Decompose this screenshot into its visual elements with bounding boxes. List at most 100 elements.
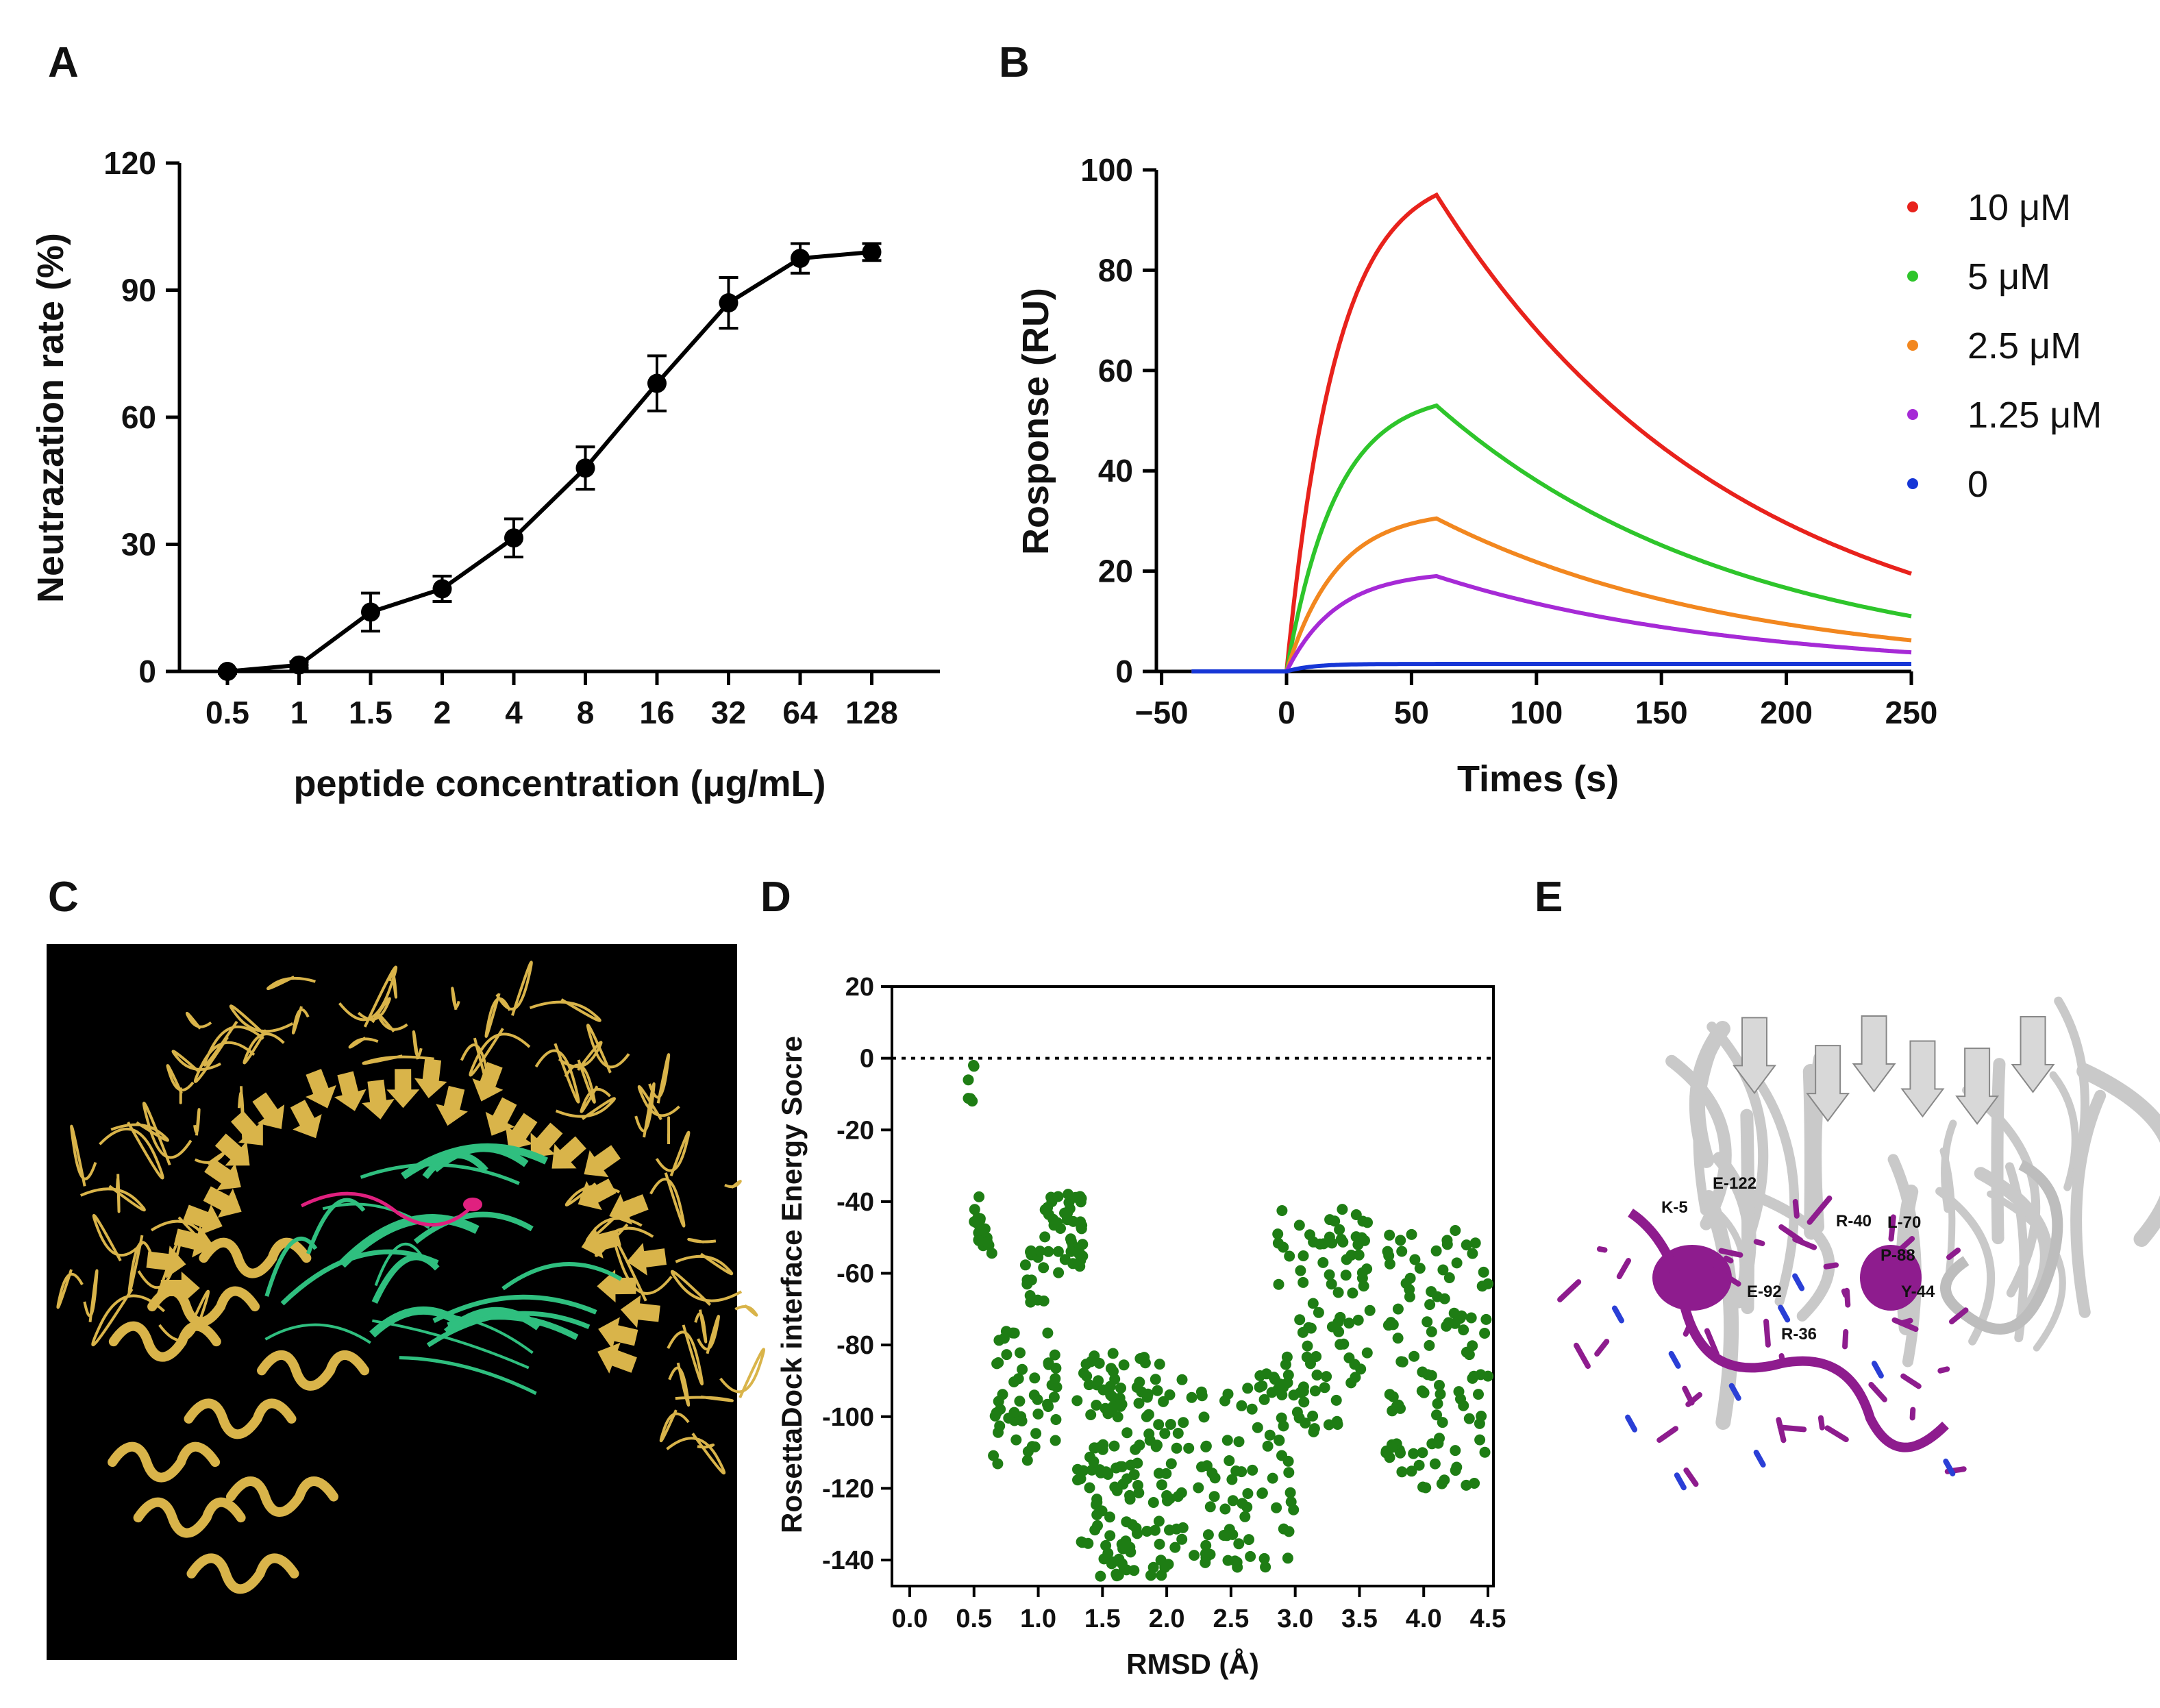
panel-d-data-point [982,1236,993,1248]
gold-ribbon-loop [667,1324,704,1386]
panel-d-data-point [1414,1263,1426,1274]
gold-strand-arrow [609,1193,649,1225]
panel-a-x-tick-label: 1 [290,695,308,730]
gold-ribbon-loop [193,1036,256,1083]
panel-a-x-tick-label: 2 [434,695,451,730]
panel-d-data-point [1406,1228,1417,1240]
gold-ribbon-loop [668,1362,691,1407]
panel-d-data-point [1164,1524,1175,1536]
panel-d-data-point [1341,1254,1352,1265]
panel-d-data-point [1395,1235,1406,1246]
panel-d-data-point [1256,1380,1268,1391]
panel-a-y-label: Neutrazation rate (%) [30,233,71,603]
gray-strand-arrow [1900,1040,1945,1118]
panel-d-data-point [1333,1326,1345,1337]
green-ribbon [501,1262,622,1291]
gold-strand-arrow [626,1243,667,1276]
panel-d-data-point [1134,1353,1146,1364]
residue-label: P-88 [1880,1246,1915,1265]
purple-side-chain [1842,1328,1849,1350]
panel-d-data-point [1136,1386,1147,1398]
panel-d-data-point [1133,1487,1145,1498]
gold-ribbon-loop [203,1020,264,1067]
panel-d-data-point [1200,1539,1212,1551]
panel-d-chart: 20 0 -20 -40 -60 -80 -100 -120 -140 0.0 0.5 1.0 1.5… [775,973,1506,1680]
gold-strand-arrow [505,1113,538,1150]
panel-d-data-point [1029,1441,1041,1452]
panel-d-data-point [963,1093,974,1104]
panel-d-data-point [1300,1418,1311,1429]
panel-d-data-point [1387,1441,1398,1453]
gold-ribbon-loop [687,1237,717,1243]
panel-d-data-point [1319,1382,1330,1394]
gold-helix [199,1237,312,1278]
panel-d-data-point [1107,1348,1119,1359]
panel-d-data-point [1451,1461,1463,1473]
panel-d-data-point [1254,1370,1266,1381]
gray-strand-arrow [1806,1045,1850,1122]
panel-d-data-point [1383,1250,1395,1261]
green-ribbon [399,1356,537,1396]
purple-side-chain [1574,1342,1591,1369]
gold-strand-arrow [436,1085,468,1126]
gray-ribbon [1689,1021,1730,1168]
panel-d-data-point [1434,1433,1445,1444]
panel-d-data-point [1111,1485,1123,1496]
panel-d-data-point [1183,1442,1195,1454]
gold-strand-arrow [160,1271,200,1304]
gold-strand-arrow [183,1204,223,1235]
gold-strand-arrow [485,1097,517,1136]
panel-d-data-point [992,1458,1004,1470]
panel-d-data-point [1474,1434,1486,1446]
panel-d-data-point [1117,1461,1128,1472]
panel-d-data-point [1021,1455,1033,1466]
blue-nitrogen-atom [1728,1383,1741,1401]
residue-label: R-36 [1781,1325,1817,1344]
panel-b-legend-marker [1907,409,1918,420]
panel-a-x-tick-label: 8 [577,695,595,730]
panel-d-data-point [1337,1204,1348,1215]
panel-d-data-point [1227,1495,1239,1507]
panel-d-data-point [1302,1340,1313,1352]
panel-d-data-point [1134,1376,1145,1388]
green-ribbon [338,1214,480,1268]
gold-strand-arrow [584,1145,621,1178]
purple-side-chain [1823,1262,1839,1270]
panel-d-data-point [1153,1515,1165,1527]
panel-d-data-point [1413,1459,1425,1471]
panel-b-legend-label: 5 μM [1967,256,2050,297]
panel-d-data-point [1463,1413,1475,1424]
panel-d-x-tick-label: 1.0 [1020,1605,1056,1633]
gray-ribbon [1991,1058,2006,1245]
gray-ribbon [2076,1063,2160,1247]
panel-d-data-point [1091,1400,1102,1411]
panel-d-data-point [1396,1466,1408,1478]
panel-d-data-point [1288,1504,1300,1515]
green-ribbon [441,1313,534,1354]
gold-ribbon-loop [194,1152,225,1165]
panel-d-data-point [1393,1399,1404,1411]
panel-a-y-tick-label: 0 [138,654,156,689]
panel-a-data-point [719,293,738,313]
panel-d-data-point [1356,1267,1368,1278]
purple-side-chain [1868,1382,1887,1402]
green-ribbon [426,1311,591,1348]
purple-side-chain [1807,1196,1833,1225]
gold-ribbon-loop [91,1288,165,1347]
panel-d-data-point [1424,1299,1436,1311]
panel-d-data-point [1143,1428,1155,1439]
panel-d-data-point [1467,1248,1478,1259]
purple-side-chain [1946,1247,1961,1261]
panel-d-data-point [1110,1568,1122,1580]
panel-d-data-point [1121,1427,1133,1439]
gold-strand-arrow [173,1225,214,1258]
panel-d-data-point [1108,1440,1120,1452]
panel-d-y-tick-label: 20 [845,973,874,1002]
panel-d-data-point [1332,1287,1344,1298]
blue-nitrogen-atom [1871,1361,1884,1379]
gold-ribbon-loop [724,1180,742,1189]
gold-ribbon-loop [697,1315,720,1354]
gray-ribbon [2049,1071,2079,1191]
panel-d-data-point [1426,1370,1437,1381]
panel-d-data-point [1392,1333,1404,1344]
